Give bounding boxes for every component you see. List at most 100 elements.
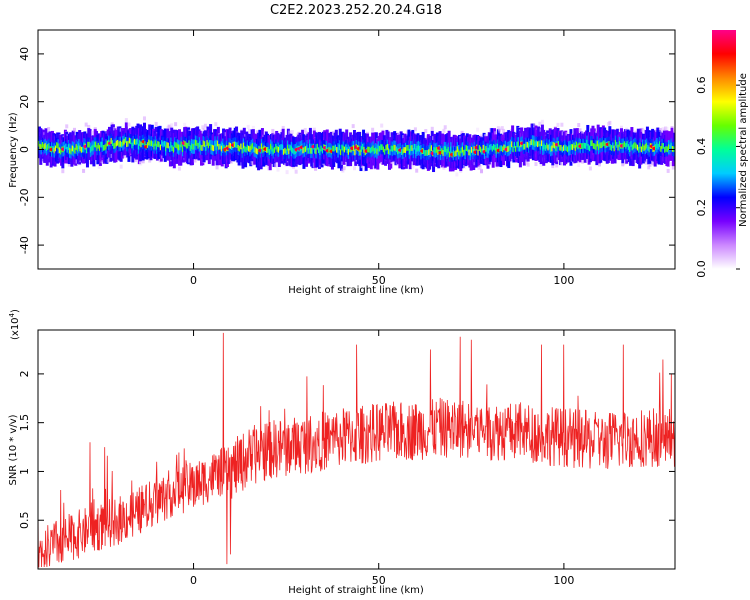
snr-multiplier-base: (x10 [10, 317, 21, 340]
colorbar-tick-label: 0.4 [695, 138, 708, 156]
y-tick-label: 0 [18, 146, 31, 153]
colorbar: 0.0 0.2 0.4 0.6 Normalized spectral amplitu… [695, 30, 749, 278]
spectrogram-cell [271, 128, 275, 133]
spectrogram-cell [352, 166, 356, 171]
spectrogram-cell [480, 134, 484, 139]
spectrogram-cell [556, 122, 560, 127]
spectrogram-cell [124, 118, 128, 123]
spectrogram-cell [201, 125, 205, 130]
snr-panel: 0 50 100 0.5 1 1.5 2 Height of straight line … [8, 309, 676, 596]
y-tick-label: -40 [18, 236, 31, 254]
spectrogram-cell [247, 128, 251, 133]
spectrogram-cell [621, 162, 625, 167]
spectrogram-cell [61, 169, 65, 174]
x-tick-label: 0 [190, 274, 197, 287]
spectrogram-cell [534, 162, 538, 167]
spectrogram-x-axis-label: Height of straight line (km) [288, 285, 424, 296]
spectrogram-cell [203, 123, 207, 128]
snr-y-multiplier: (x104) [8, 309, 21, 340]
spectrogram-cell [455, 172, 459, 177]
spectrogram-cell [665, 126, 669, 131]
spectrogram-cell [141, 159, 145, 164]
spectrogram-cell [540, 119, 544, 124]
spectrogram-cell [502, 128, 506, 133]
svg-text:(x104): (x104) [8, 309, 21, 340]
spectrogram-cell [581, 159, 585, 164]
x-tick-label: 100 [553, 574, 574, 587]
spectrogram-cell [281, 125, 285, 130]
spectrogram-cell [290, 130, 294, 135]
spectrogram-cell [342, 166, 346, 171]
spectrogram-cell [577, 123, 581, 128]
snr-y-axis-label: SNR (10 * v/v) [8, 414, 19, 485]
spectrogram-cell [303, 127, 307, 132]
spectrogram-cell [177, 166, 181, 171]
spectrogram-cell [174, 122, 178, 127]
spectrogram-cell [498, 128, 502, 133]
spectrogram-cell [133, 158, 137, 163]
spectrogram-cell [305, 131, 309, 136]
spectrogram-cell [106, 158, 110, 163]
y-tick-label: 1 [18, 468, 31, 475]
spectrogram-cell [312, 127, 316, 132]
snr-series-line [38, 332, 675, 568]
y-tick-label: 1.5 [18, 414, 31, 432]
snr-x-ticks: 0 50 100 [190, 330, 574, 587]
spectrogram-cell [442, 128, 446, 133]
spectrogram-cell [415, 168, 419, 173]
spectrogram-cell [251, 125, 255, 130]
spectrogram-cell [476, 127, 480, 132]
spectrogram-cell [430, 126, 434, 131]
snr-frame [37, 329, 676, 570]
spectrogram-cell [84, 122, 88, 127]
spectrogram-cell [360, 164, 364, 169]
spectrogram-cell [560, 122, 564, 127]
spectrogram-cell [658, 128, 662, 133]
x-tick-label: 50 [372, 574, 386, 587]
spectrogram-cell [87, 124, 91, 129]
spectrogram-y-axis-label: Frequency (Hz) [8, 112, 19, 188]
spectrogram-cell [193, 158, 197, 163]
spectrogram-cell [215, 165, 219, 170]
colorbar-label: Normalized spectral amplitude [738, 73, 749, 227]
spectrogram-cell [539, 162, 543, 167]
colorbar-tick-label: 0.6 [695, 76, 708, 94]
spectrogram-marks [38, 116, 675, 177]
spectrogram-cell [214, 122, 218, 127]
spectrogram-cell [351, 124, 355, 129]
x-tick-label: 0 [190, 574, 197, 587]
y-tick-label: 40 [18, 47, 31, 61]
spectrogram-cell [285, 170, 289, 175]
spectrogram-cell [229, 159, 233, 164]
spectrogram-cell [608, 120, 612, 125]
spectrogram-cell [273, 163, 277, 168]
spectrogram-cell [82, 168, 86, 173]
spectrogram-cell [671, 165, 675, 170]
colorbar-ticks: 0.0 0.2 0.4 0.6 [695, 76, 740, 278]
spectrogram-y-ticks: -40 -20 0 20 40 [18, 47, 675, 254]
spectrogram-cell [391, 159, 395, 164]
colorbar-tick-label: 0.0 [695, 260, 708, 278]
spectrogram-cell [483, 134, 487, 139]
snr-x-axis-label: Height of straight line (km) [288, 585, 424, 596]
x-tick-label: 100 [553, 274, 574, 287]
spectrogram-cell [424, 129, 428, 134]
spectrogram-cell [666, 168, 670, 173]
spectrogram-cell [123, 153, 127, 158]
spectrogram-cell [494, 131, 498, 136]
spectrogram-cell [578, 128, 582, 133]
spectrogram-cell [119, 164, 123, 169]
y-tick-label: 0.5 [18, 511, 31, 529]
spectrogram-panel: 0 50 100 -40 -20 0 20 40 Height of straight li… [8, 29, 676, 296]
spectrogram-x-ticks: 0 50 100 [190, 30, 574, 287]
y-tick-label: -20 [18, 188, 31, 206]
spectrogram-cell [526, 162, 530, 167]
spectrogram-cell [47, 126, 51, 131]
spectrogram-cell [380, 123, 384, 128]
spectrogram-cell [91, 130, 95, 135]
spectrogram-cell [478, 165, 482, 170]
colorbar-gradient [712, 30, 736, 269]
spectrogram-cell [442, 165, 446, 170]
spectrogram-cell [500, 126, 504, 131]
